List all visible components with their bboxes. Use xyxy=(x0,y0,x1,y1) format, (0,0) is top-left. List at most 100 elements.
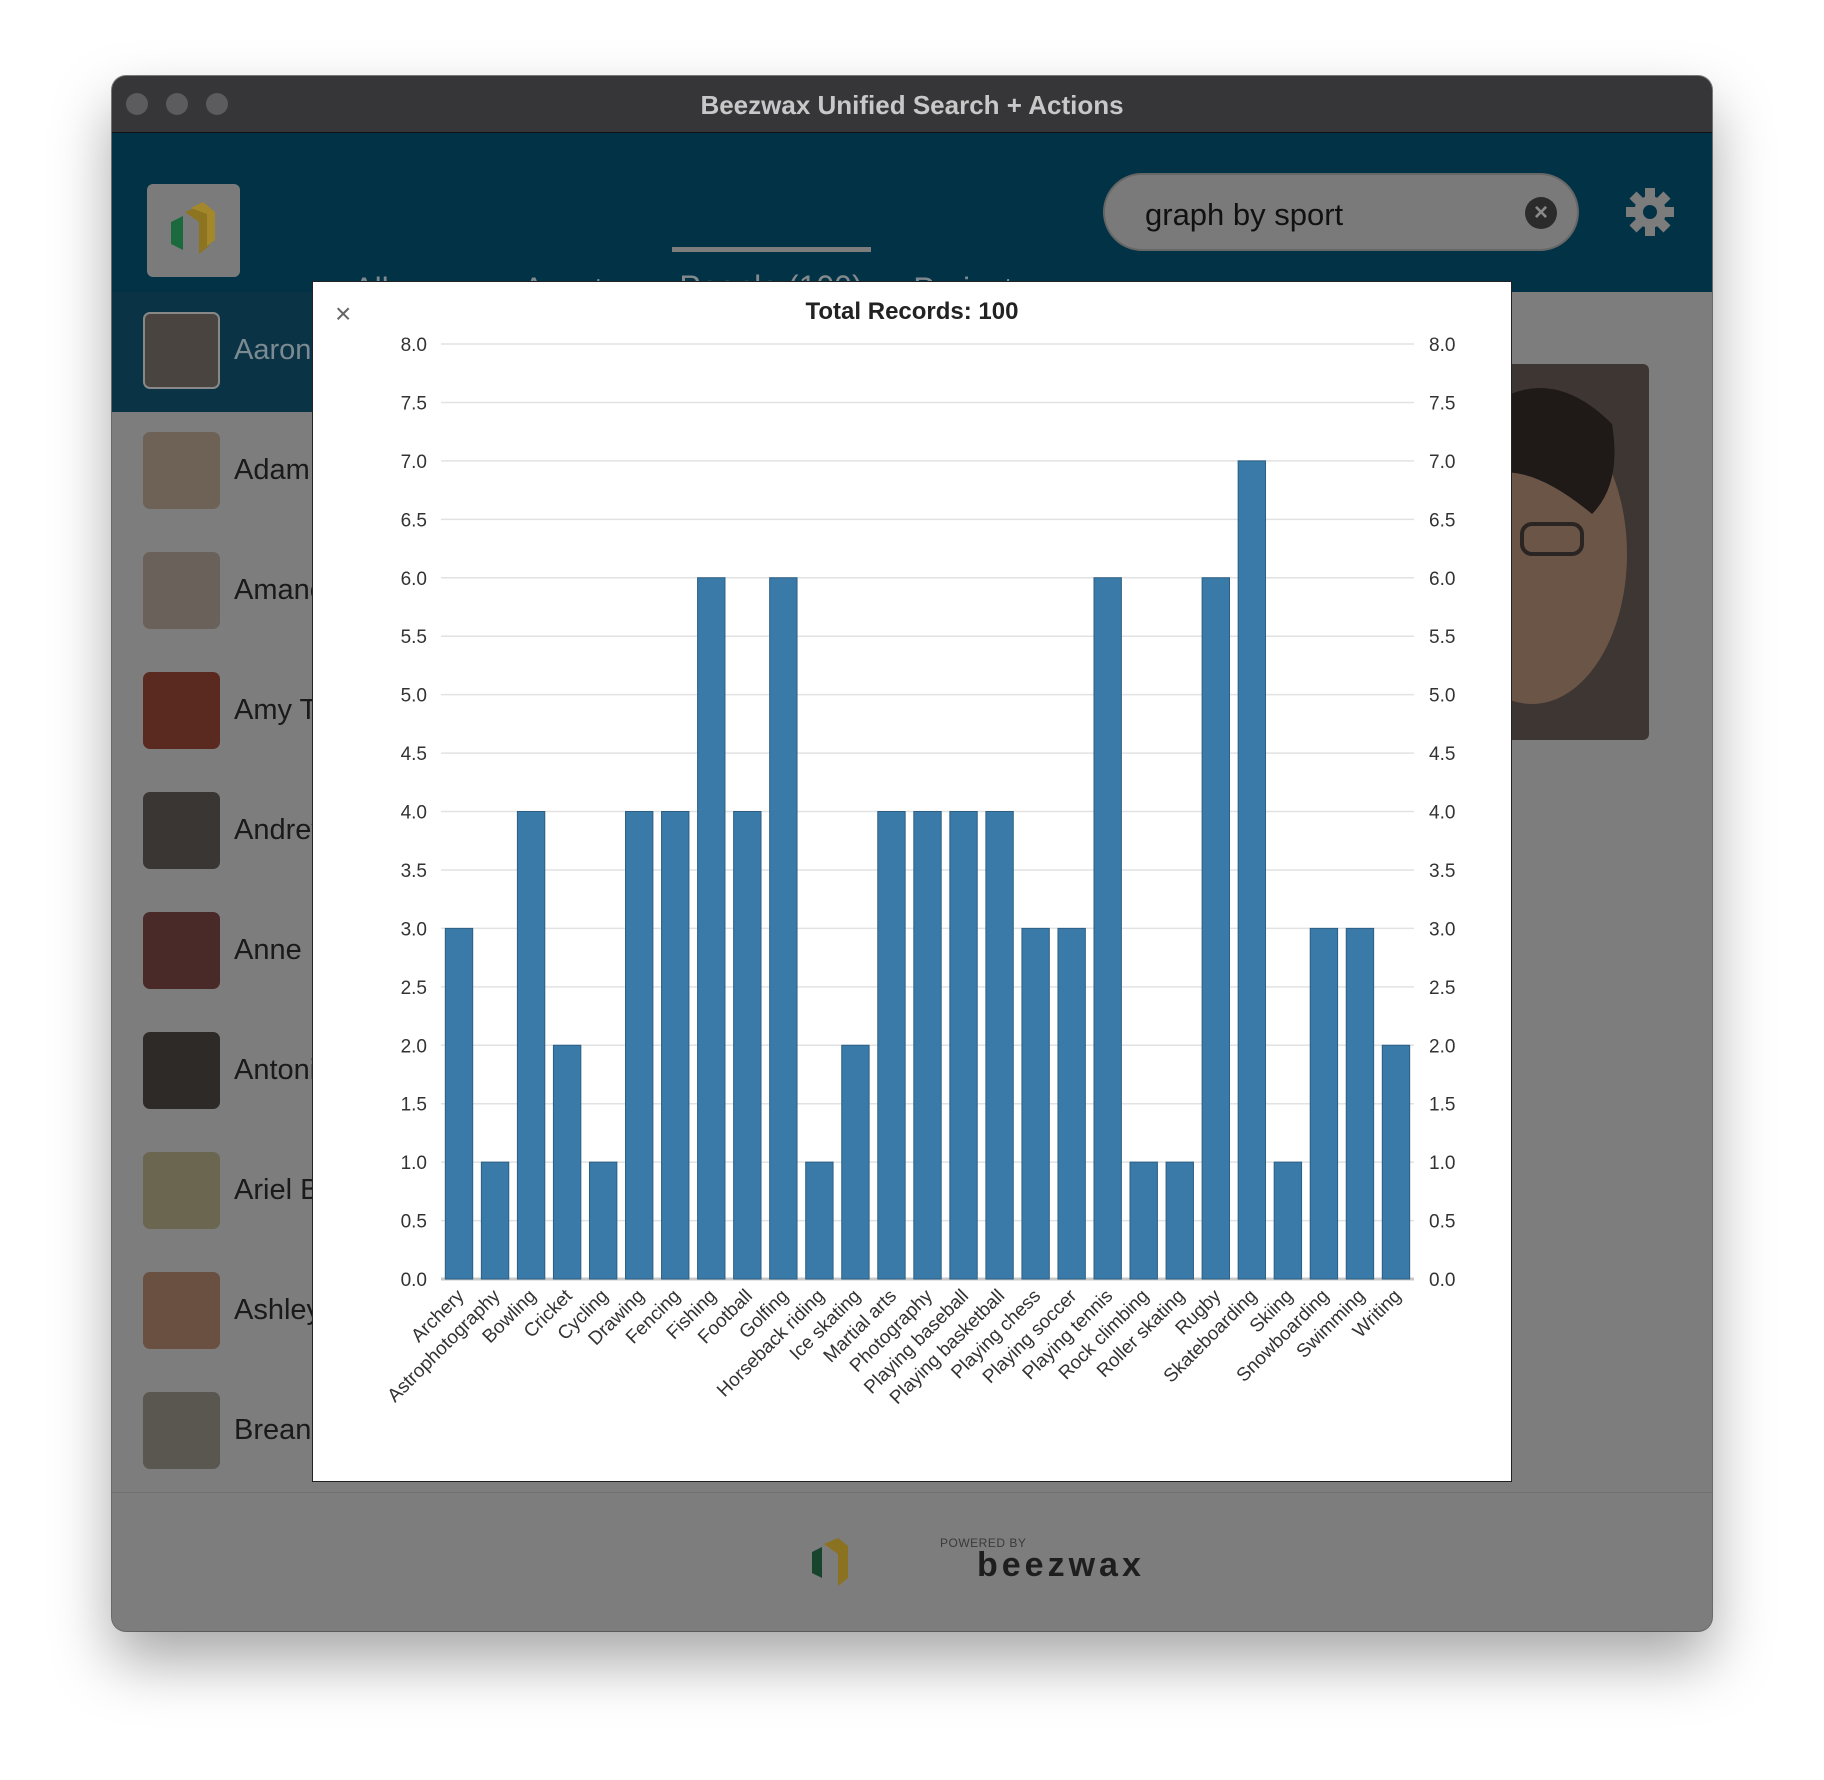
y-tick-label-right: 1.0 xyxy=(1429,1153,1455,1174)
y-tick-label-left: 4.5 xyxy=(401,744,427,765)
bar xyxy=(985,811,1014,1280)
title-bar: Beezwax Unified Search + Actions xyxy=(112,76,1712,134)
avatar xyxy=(143,912,220,989)
bar xyxy=(661,811,690,1280)
y-tick-label-left: 0.0 xyxy=(401,1270,427,1291)
y-tick-label-right: 8.0 xyxy=(1429,335,1455,356)
bar xyxy=(1129,1161,1158,1280)
search-box: × xyxy=(1103,173,1579,251)
chart-modal: × Total Records: 100 0.0 0.0 0.5 0.5 1.0 1.0 1… xyxy=(312,281,1512,1482)
bar xyxy=(733,811,762,1280)
person-name: Antoni xyxy=(234,1054,317,1086)
person-list-item[interactable]: Anne I xyxy=(112,892,532,1012)
y-tick-label-left: 5.0 xyxy=(401,686,427,707)
bar xyxy=(1273,1161,1303,1280)
person-name: Ashley xyxy=(234,1294,322,1326)
bar xyxy=(877,811,906,1280)
bar-chart: 0.0 0.0 0.5 0.5 1.0 1.0 1.5 1.5 2.0 2.0 2.5 2.5 3.0 3… xyxy=(384,335,1456,1409)
beezwax-logo-icon xyxy=(171,202,215,254)
y-tick-label-right: 4.5 xyxy=(1429,744,1455,765)
bar xyxy=(480,1161,510,1280)
y-tick-label-right: 7.0 xyxy=(1429,452,1455,473)
avatar xyxy=(143,1272,220,1349)
person-name: Breanr xyxy=(234,1414,322,1446)
app-logo[interactable] xyxy=(147,184,240,277)
y-tick-label-right: 0.0 xyxy=(1429,1270,1455,1291)
search-input[interactable] xyxy=(1145,197,1505,233)
bar xyxy=(1021,927,1050,1280)
bar xyxy=(769,577,798,1280)
avatar xyxy=(143,312,220,389)
chart-title: Total Records: 100 xyxy=(805,298,1019,325)
minimize-window-button[interactable] xyxy=(166,93,188,115)
y-tick-label-left: 6.5 xyxy=(401,510,427,531)
bar xyxy=(1309,927,1339,1280)
person-name: Aaron xyxy=(234,334,312,366)
person-list-item[interactable]: Andrev xyxy=(112,772,532,892)
powered-by-label: POWERED BY xyxy=(940,1536,1027,1550)
avatar xyxy=(143,1032,220,1109)
zoom-window-button[interactable] xyxy=(206,93,228,115)
bar xyxy=(552,1044,582,1280)
y-tick-label-left: 1.5 xyxy=(401,1095,427,1116)
avatar xyxy=(143,792,220,869)
person-name: Anne I xyxy=(234,934,318,966)
y-tick-label-right: 6.0 xyxy=(1429,569,1455,590)
y-tick-label-left: 7.5 xyxy=(401,393,427,414)
bar xyxy=(1345,927,1375,1280)
person-name: Adam xyxy=(234,454,310,486)
bar xyxy=(1201,577,1230,1280)
avatar xyxy=(143,552,220,629)
bar xyxy=(949,811,978,1280)
y-tick-label-left: 7.0 xyxy=(401,452,427,473)
avatar xyxy=(143,1392,220,1469)
bar xyxy=(1093,577,1122,1280)
y-tick-label-right: 2.0 xyxy=(1429,1036,1455,1057)
y-tick-label-right: 4.0 xyxy=(1429,803,1455,824)
bar xyxy=(1237,460,1267,1280)
y-tick-label-right: 5.0 xyxy=(1429,686,1455,707)
person-list-item[interactable]: Amanc xyxy=(112,532,532,652)
y-tick-label-left: 8.0 xyxy=(401,335,427,356)
bar xyxy=(444,927,474,1280)
person-list-item[interactable]: Antoni xyxy=(112,1012,532,1132)
bar xyxy=(1165,1161,1194,1280)
y-tick-label-right: 2.5 xyxy=(1429,978,1455,999)
y-tick-label-right: 3.5 xyxy=(1429,861,1455,882)
y-tick-label-right: 0.5 xyxy=(1429,1212,1455,1233)
person-photo xyxy=(1512,364,1649,740)
gear-icon[interactable] xyxy=(1624,186,1676,243)
bar xyxy=(516,811,546,1280)
avatar xyxy=(143,432,220,509)
avatar xyxy=(143,1152,220,1229)
y-tick-label-left: 6.0 xyxy=(401,569,427,590)
y-tick-label-right: 1.5 xyxy=(1429,1095,1455,1116)
person-list-item[interactable]: Breanr xyxy=(112,1372,532,1492)
bar xyxy=(1057,927,1086,1280)
y-tick-label-left: 1.0 xyxy=(401,1153,427,1174)
bar xyxy=(841,1044,870,1280)
person-list-item[interactable]: Ashley xyxy=(112,1252,532,1372)
active-tab-indicator xyxy=(672,247,871,252)
bar xyxy=(1381,1044,1411,1280)
y-tick-label-right: 6.5 xyxy=(1429,510,1455,531)
close-modal-icon[interactable]: × xyxy=(335,298,352,329)
clear-search-icon[interactable]: × xyxy=(1525,197,1557,229)
y-tick-label-left: 3.0 xyxy=(401,919,427,940)
y-tick-label-right: 5.5 xyxy=(1429,627,1455,648)
y-tick-label-left: 5.5 xyxy=(401,627,427,648)
bar xyxy=(805,1161,834,1280)
y-tick-label-left: 0.5 xyxy=(401,1212,427,1233)
y-tick-label-left: 2.5 xyxy=(401,978,427,999)
person-name: Amanc xyxy=(234,574,325,606)
y-tick-label-left: 2.0 xyxy=(401,1036,427,1057)
person-list-item[interactable]: Ariel B xyxy=(112,1132,532,1252)
person-list-item[interactable]: Adam xyxy=(112,412,532,532)
person-list-item[interactable]: Amy T xyxy=(112,652,532,772)
y-tick-label-right: 7.5 xyxy=(1429,393,1455,414)
window-title: Beezwax Unified Search + Actions xyxy=(700,90,1124,120)
bar xyxy=(697,577,726,1280)
bar xyxy=(625,811,654,1280)
close-window-button[interactable] xyxy=(126,93,148,115)
person-name: Ariel B xyxy=(234,1174,320,1206)
